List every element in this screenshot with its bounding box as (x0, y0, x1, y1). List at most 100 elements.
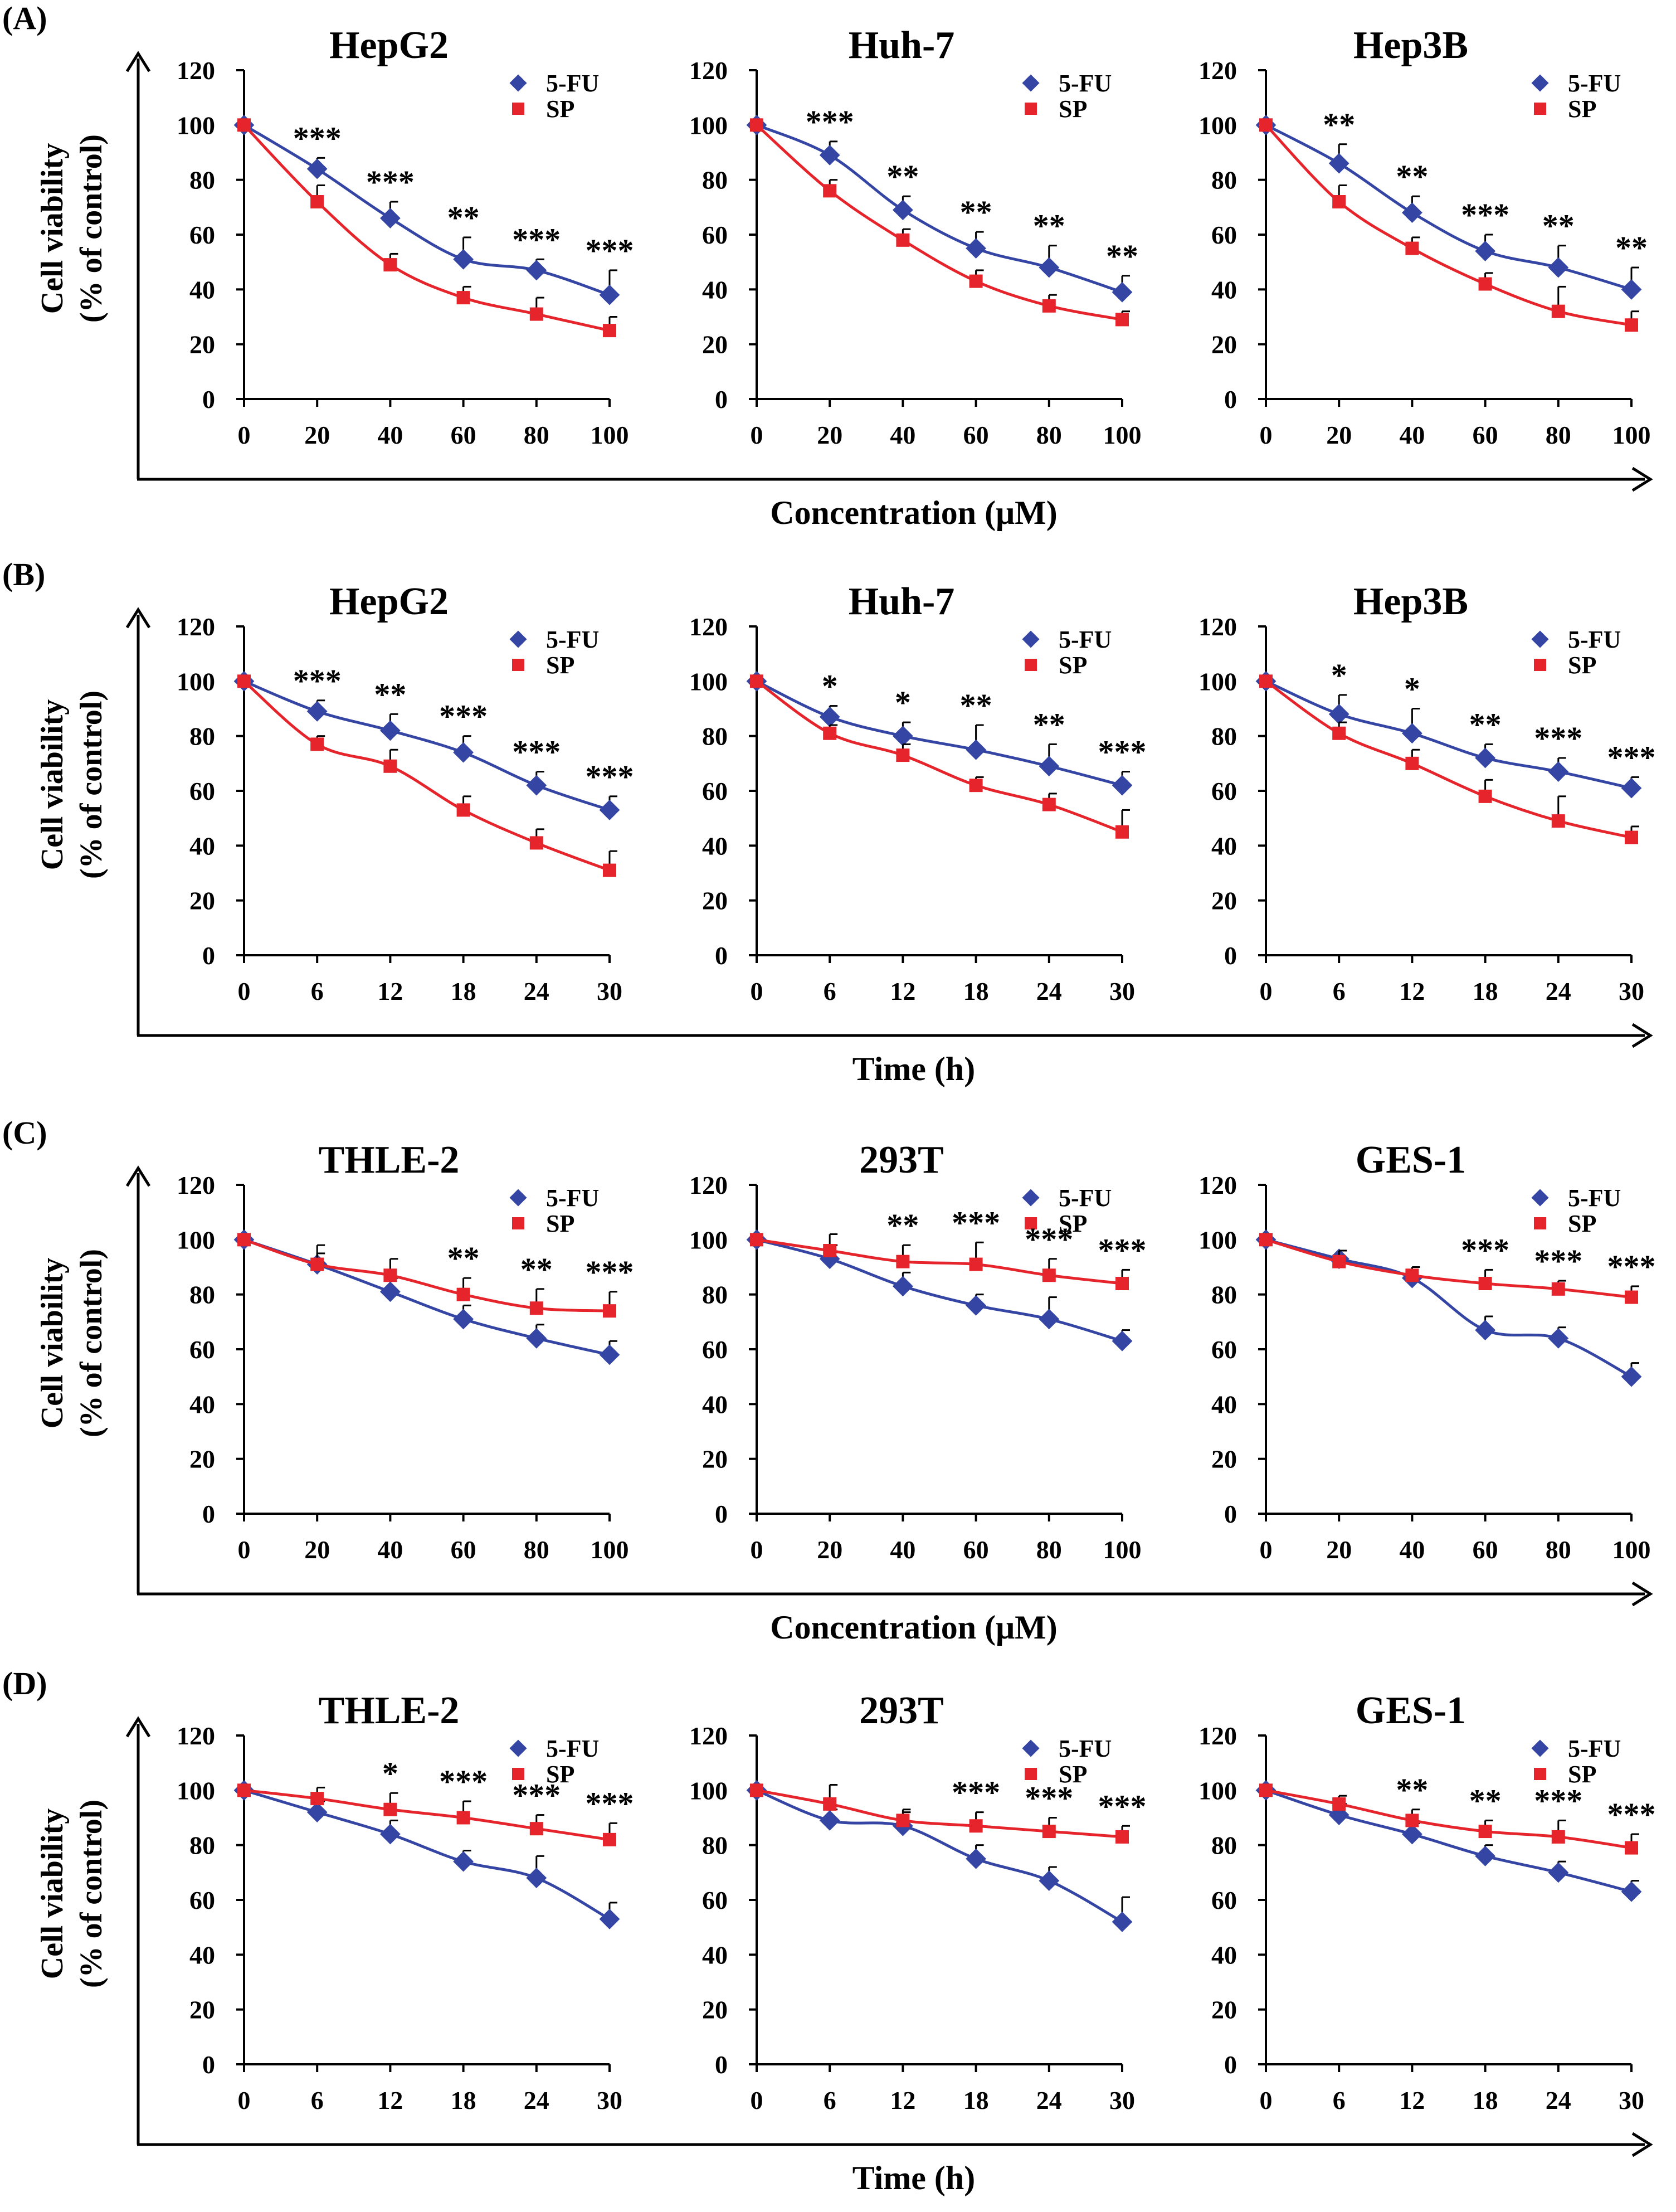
x-tick-label: 24 (1036, 2086, 1062, 2114)
x-tick-label: 0 (238, 2086, 251, 2114)
y-tick-label: 20 (702, 1996, 728, 2024)
legend-label-5fu: 5-FU (546, 70, 599, 97)
y-tick-label: 120 (1198, 1722, 1237, 1750)
significance-marker: *** (512, 734, 561, 770)
point-5fu (1621, 279, 1642, 300)
x-tick-label: 100 (1612, 421, 1651, 449)
y-tick-label: 20 (1211, 330, 1237, 359)
y-tick-label: 100 (177, 667, 215, 696)
point-sp (603, 1832, 616, 1846)
panel-title: THLE-2 (319, 1689, 460, 1732)
legend-marker-5fu (1022, 630, 1040, 648)
x-tick-label: 40 (890, 421, 915, 449)
point-sp (1405, 241, 1419, 255)
significance-marker: *** (806, 104, 854, 140)
y-tick-label: 20 (702, 330, 728, 359)
y-tick-label: 80 (1211, 1831, 1237, 1860)
point-sp (237, 674, 251, 688)
frame-arrow-up (125, 1165, 151, 1187)
significance-marker: *** (586, 232, 634, 269)
point-sp (603, 1304, 616, 1318)
y-tick-label: 120 (1198, 612, 1237, 641)
point-5fu (1039, 1870, 1060, 1891)
point-sp (969, 274, 983, 288)
point-sp (1259, 1233, 1273, 1247)
frame-arrow-up (125, 51, 151, 72)
point-sp (1042, 1268, 1056, 1282)
significance-marker: *** (1098, 1232, 1147, 1268)
y-tick-label: 100 (1198, 1226, 1237, 1254)
row-D: (D) Cell viability (% of control) Time (h) 0… (2, 1665, 1656, 2196)
x-tick-label: 40 (377, 1535, 403, 1564)
point-5fu (599, 1909, 620, 1929)
series-line-sp (1265, 1238, 1632, 1299)
point-sp (1042, 1825, 1056, 1839)
point-sp (1332, 1255, 1346, 1268)
point-5fu (1548, 1862, 1569, 1883)
point-5fu (1548, 761, 1569, 782)
y-tick-label: 40 (702, 832, 728, 860)
panel-title: Huh-7 (849, 580, 955, 623)
point-5fu (819, 706, 840, 727)
y-tick-label: 0 (202, 2050, 215, 2079)
significance-marker: ** (520, 1251, 553, 1287)
x-tick-label: 6 (311, 2086, 324, 2114)
point-sp (1478, 277, 1492, 291)
y-tick-label: 60 (189, 1335, 215, 1364)
significance-marker: ** (1469, 706, 1502, 742)
significance-marker: ** (374, 676, 406, 712)
point-sp (896, 1814, 910, 1827)
point-5fu (1328, 703, 1349, 725)
point-sp (310, 1257, 324, 1271)
x-axis-label: Concentration (μM) (770, 494, 1058, 531)
y-tick-label: 80 (702, 1281, 728, 1309)
x-tick-label: 20 (817, 421, 842, 449)
x-tick-label: 30 (1109, 977, 1135, 1005)
y-tick-label: 40 (189, 832, 215, 860)
point-5fu (380, 720, 401, 741)
series-line-sp (756, 1788, 1123, 1839)
y-tick-label: 40 (189, 1941, 215, 1969)
frame-arrow-right (1631, 1023, 1653, 1048)
y-tick-label: 120 (177, 56, 215, 85)
point-sp (456, 1287, 470, 1301)
point-sp (529, 1301, 543, 1315)
y-tick-label: 40 (702, 275, 728, 304)
series-line-sp (243, 1788, 610, 1841)
point-5fu (380, 1824, 401, 1845)
legend-marker-sp (1534, 659, 1546, 671)
significance-marker: ** (1323, 106, 1355, 143)
significance-marker: ** (886, 1207, 919, 1243)
point-sp (1115, 825, 1129, 839)
point-sp (1259, 1783, 1273, 1797)
point-sp (1478, 789, 1492, 803)
x-tick-label: 0 (751, 1535, 763, 1564)
x-tick-label: 40 (890, 1535, 915, 1564)
x-tick-label: 60 (1473, 421, 1498, 449)
significance-marker: *** (586, 759, 634, 795)
legend-label-sp: SP (1059, 1761, 1087, 1788)
x-tick-label: 100 (591, 1535, 629, 1564)
legend-marker-sp (1025, 659, 1037, 671)
point-5fu (1039, 756, 1060, 777)
y-tick-label: 60 (1211, 1886, 1237, 1914)
y-axis-label: Cell viability (35, 1258, 70, 1428)
x-tick-label: 80 (1546, 1535, 1571, 1564)
significance-marker: *** (1607, 739, 1656, 775)
x-tick-label: 60 (1473, 1535, 1498, 1564)
y-tick-label: 0 (1224, 385, 1237, 414)
x-tick-label: 30 (1109, 2086, 1135, 2114)
y-tick-label: 100 (689, 667, 728, 696)
x-tick-label: 20 (304, 1535, 330, 1564)
x-tick-label: 20 (304, 421, 330, 449)
point-5fu (599, 800, 620, 820)
row-label: (A) (2, 0, 47, 36)
point-5fu (1328, 153, 1349, 174)
y-tick-label: 100 (1198, 111, 1237, 139)
x-tick-label: 0 (751, 977, 763, 1005)
point-sp (383, 1802, 397, 1816)
point-5fu (966, 739, 986, 760)
